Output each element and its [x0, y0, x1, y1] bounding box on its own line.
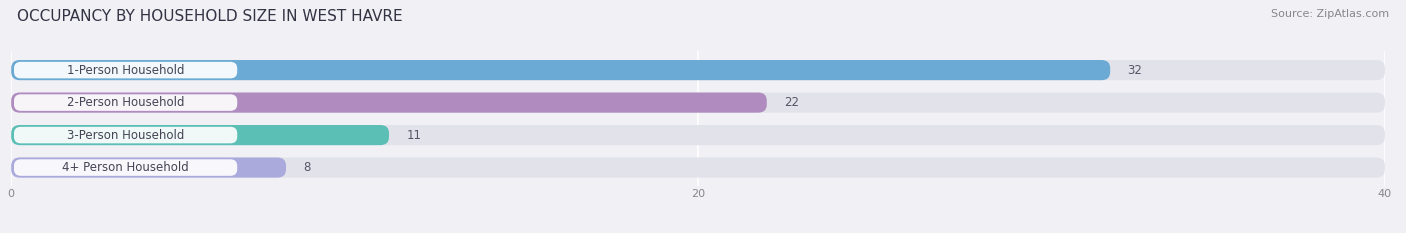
- Text: 8: 8: [304, 161, 311, 174]
- FancyBboxPatch shape: [11, 125, 389, 145]
- FancyBboxPatch shape: [11, 158, 1385, 178]
- Text: 11: 11: [406, 129, 422, 142]
- FancyBboxPatch shape: [14, 127, 238, 143]
- Text: 4+ Person Household: 4+ Person Household: [62, 161, 188, 174]
- Text: 32: 32: [1128, 64, 1142, 77]
- FancyBboxPatch shape: [11, 125, 1385, 145]
- FancyBboxPatch shape: [11, 93, 766, 113]
- Text: 3-Person Household: 3-Person Household: [67, 129, 184, 142]
- FancyBboxPatch shape: [11, 158, 285, 178]
- FancyBboxPatch shape: [14, 159, 238, 176]
- Text: Source: ZipAtlas.com: Source: ZipAtlas.com: [1271, 9, 1389, 19]
- Text: OCCUPANCY BY HOUSEHOLD SIZE IN WEST HAVRE: OCCUPANCY BY HOUSEHOLD SIZE IN WEST HAVR…: [17, 9, 402, 24]
- FancyBboxPatch shape: [14, 62, 238, 78]
- FancyBboxPatch shape: [14, 94, 238, 111]
- FancyBboxPatch shape: [11, 60, 1385, 80]
- Text: 22: 22: [785, 96, 799, 109]
- Text: 2-Person Household: 2-Person Household: [67, 96, 184, 109]
- FancyBboxPatch shape: [11, 60, 1111, 80]
- FancyBboxPatch shape: [11, 93, 1385, 113]
- Text: 1-Person Household: 1-Person Household: [67, 64, 184, 77]
